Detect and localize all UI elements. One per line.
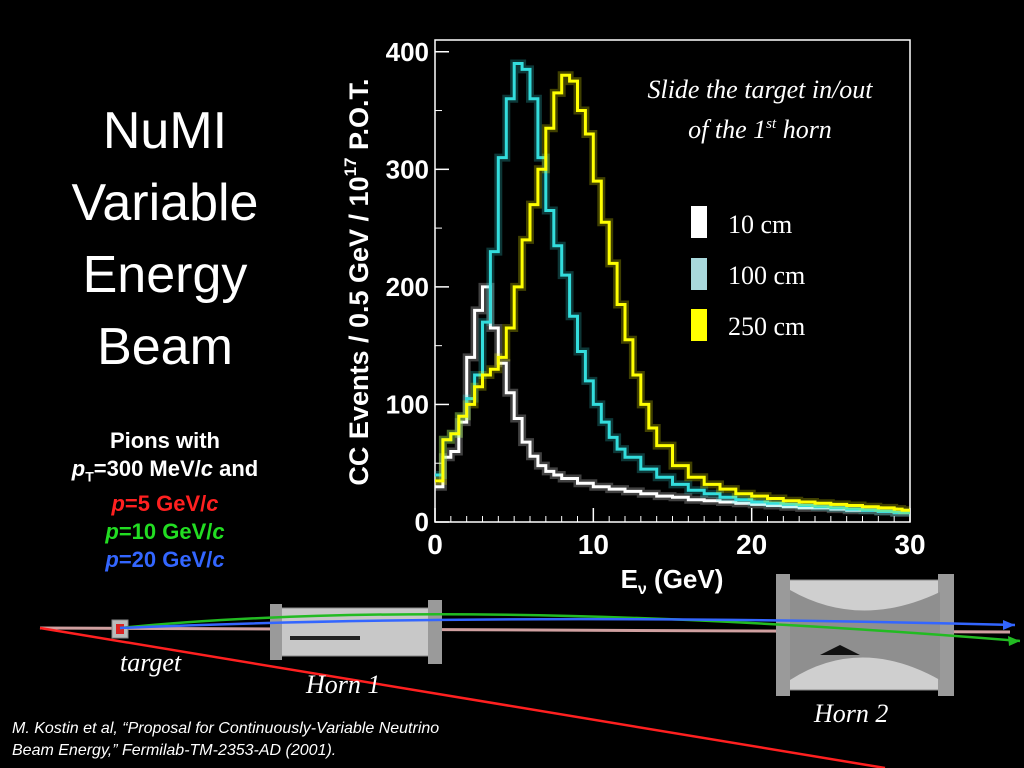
legend-label-100cm: 100 cm xyxy=(728,261,805,290)
x-tick-label: 20 xyxy=(736,529,767,560)
beamline-diagram: target Horn 1 Horn 2 xyxy=(39,574,1021,768)
title-line: NuMI xyxy=(102,102,228,160)
series-histogram-0 xyxy=(435,285,910,515)
pions-heading: Pions with xyxy=(110,428,220,453)
x-tick-label: 30 xyxy=(894,529,925,560)
arrowhead-10gev xyxy=(1008,636,1020,646)
y-axis-label: CC Events / 0.5 GeV / 1017 P.O.T. xyxy=(341,78,374,485)
y-tick-label: 0 xyxy=(415,507,429,537)
legend: 10 cm 100 cm 250 cm xyxy=(691,206,805,341)
legend-swatch-250cm xyxy=(691,309,707,341)
axes: 0 100 200 300 400 0 10 20 30 xyxy=(386,37,926,560)
y-tick-label: 200 xyxy=(386,272,429,302)
legend-swatch-10cm xyxy=(691,206,707,238)
legend-label-10cm: 10 cm xyxy=(728,210,792,239)
x-tick-label: 0 xyxy=(427,529,443,560)
pion-trajectory-20gev xyxy=(119,617,1016,630)
x-axis-label: Eν (GeV) xyxy=(621,564,724,598)
y-tick-label: 300 xyxy=(386,154,429,184)
arrowhead-20gev xyxy=(1003,620,1015,630)
pion-trajectory-5gev xyxy=(39,626,886,768)
title-line: Variable xyxy=(71,174,259,232)
citation-line-2: Beam Energy,” Fermilab-TM-2353-AD (2001)… xyxy=(12,742,337,759)
series-histogram-2 xyxy=(435,73,910,512)
target-core xyxy=(116,624,124,634)
citation: M. Kostin et al, “Proposal for Continuou… xyxy=(12,718,439,762)
horn-2-shape xyxy=(776,574,954,696)
y-tick-label: 400 xyxy=(386,37,429,67)
title-line: Beam xyxy=(97,318,233,376)
pion-description: Pions with pT=300 MeV/c and p=5 GeV/c p=… xyxy=(20,427,310,574)
series-layer xyxy=(435,59,910,517)
pion-momentum-5: p=5 GeV/c xyxy=(111,491,219,517)
annotation-line-2: of the 1st horn xyxy=(688,115,832,144)
pion-momentum-10: p=10 GeV/c xyxy=(105,519,225,545)
slide-title: NuMI Variable Energy Beam xyxy=(20,95,310,383)
horn-1-label: Horn 1 xyxy=(305,670,380,699)
pions-pt-line: pT=300 MeV/c and xyxy=(71,456,259,485)
horn-2-label: Horn 2 xyxy=(813,699,888,728)
annotation-line-1: Slide the target in/out xyxy=(647,75,873,104)
pion-momentum-20: p=20 GeV/c xyxy=(105,547,225,573)
citation-line-1: M. Kostin et al, “Proposal for Continuou… xyxy=(12,720,440,737)
legend-label-250cm: 250 cm xyxy=(728,312,805,341)
pion-trajectory-10gev xyxy=(119,612,1021,643)
target-label: target xyxy=(120,648,182,677)
plot-frame xyxy=(434,39,911,523)
title-line: Energy xyxy=(82,246,248,304)
series-histogram-1 xyxy=(435,62,910,515)
x-tick-label: 10 xyxy=(578,529,609,560)
legend-swatch-100cm xyxy=(691,258,707,290)
horn-1-shape xyxy=(270,600,442,664)
y-tick-label: 100 xyxy=(386,389,429,419)
